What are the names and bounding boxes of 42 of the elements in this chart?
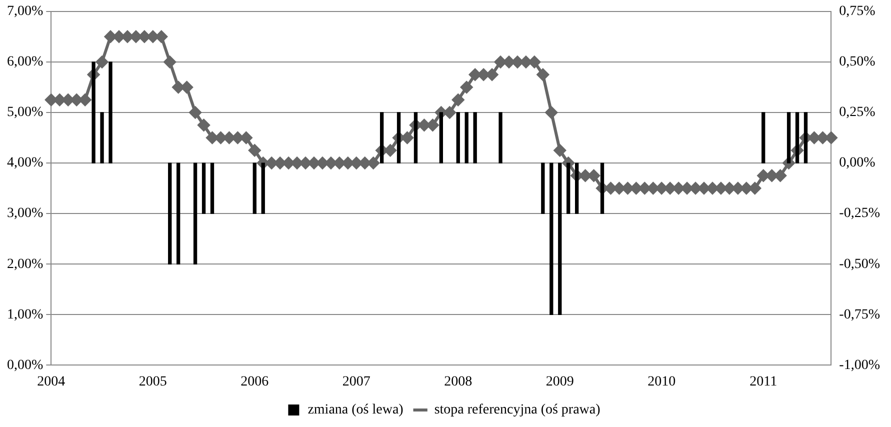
y2-tick-label: 0,50%: [839, 54, 876, 70]
y2-tick-label: -1,00%: [839, 358, 880, 373]
y-tick-label: 3,00%: [6, 206, 44, 222]
y2-tick-label: 0,75%: [839, 4, 876, 20]
x-tick-label: 2011: [750, 374, 778, 390]
x-tick-label: 2010: [648, 374, 676, 390]
y2-tick-label: -0,75%: [839, 307, 880, 322]
x-tick-label: 2005: [138, 374, 167, 390]
y-tick-label: 1,00%: [6, 307, 44, 322]
bar: [541, 162, 545, 214]
legend-label: zmiana (oś lewa): [308, 402, 404, 418]
bar: [108, 62, 112, 164]
legend-label: stopa referencyjna (oś prawa): [434, 402, 601, 418]
x-tick-label: 2007: [342, 374, 370, 390]
x-tick-label: 2008: [444, 374, 472, 390]
x-tick-label: 2009: [546, 374, 574, 390]
y2-tick-label: 0,00%: [839, 156, 876, 171]
y-tick-label: 0,00%: [6, 358, 44, 373]
y2-tick-label: -0,50%: [839, 256, 880, 272]
bar: [176, 162, 180, 264]
bar: [464, 112, 468, 164]
y2-tick-label: -0,25%: [839, 206, 880, 222]
y-tick-label: 4,00%: [6, 156, 44, 171]
bar: [498, 112, 502, 164]
bar: [210, 162, 214, 214]
bar: [456, 112, 460, 164]
bar: [202, 162, 206, 214]
y2-tick-label: 0,25%: [839, 105, 876, 120]
y-tick-label: 2,00%: [6, 256, 44, 272]
y-tick-label: 6,00%: [6, 54, 44, 70]
bar: [168, 162, 172, 264]
bar: [100, 112, 104, 164]
bar: [762, 112, 766, 164]
y-tick-label: 5,00%: [6, 105, 44, 120]
bar: [473, 112, 477, 164]
x-tick-label: 2004: [37, 374, 66, 390]
bar: [550, 162, 554, 315]
x-tick-label: 2006: [240, 374, 269, 390]
bar: [252, 162, 256, 214]
bar: [193, 162, 198, 264]
y-tick-label: 7,00%: [6, 4, 44, 20]
bar: [558, 162, 562, 315]
